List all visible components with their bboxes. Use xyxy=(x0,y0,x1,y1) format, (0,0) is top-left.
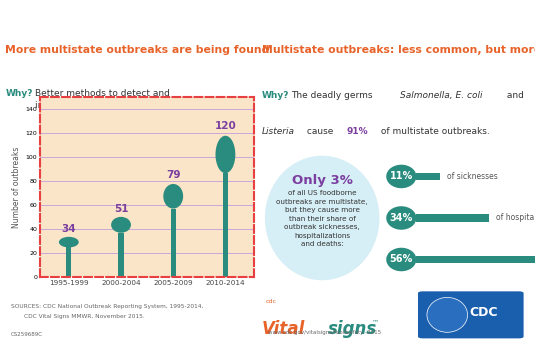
Text: cdc: cdc xyxy=(265,299,276,304)
Ellipse shape xyxy=(386,248,416,271)
FancyBboxPatch shape xyxy=(171,209,176,277)
Text: of multistate outbreaks.: of multistate outbreaks. xyxy=(378,127,490,136)
FancyBboxPatch shape xyxy=(416,173,440,180)
Text: Only 3%: Only 3% xyxy=(292,174,353,187)
Text: The deadly germs: The deadly germs xyxy=(291,91,375,100)
Text: CS259689C: CS259689C xyxy=(11,332,43,337)
FancyBboxPatch shape xyxy=(118,233,124,277)
Text: 34%: 34% xyxy=(389,213,413,223)
Text: signs: signs xyxy=(328,320,377,338)
Text: Listeria: Listeria xyxy=(262,127,295,136)
Text: of all US foodborne
outbreaks are multistate,
but they cause more
than their sha: of all US foodborne outbreaks are multis… xyxy=(277,190,368,247)
Text: 56%: 56% xyxy=(389,255,413,264)
Text: CDC: CDC xyxy=(469,306,498,319)
Y-axis label: Number of outbreaks: Number of outbreaks xyxy=(12,146,21,228)
Text: 120: 120 xyxy=(215,121,236,131)
Text: Why?: Why? xyxy=(262,91,289,100)
Text: 51: 51 xyxy=(114,204,128,214)
Text: Salmonella, E. coli: Salmonella, E. coli xyxy=(400,91,483,100)
Text: 79: 79 xyxy=(166,170,180,180)
Text: and: and xyxy=(503,91,523,100)
Text: 11%: 11% xyxy=(389,172,413,181)
Text: Why?: Why? xyxy=(5,89,33,98)
Ellipse shape xyxy=(386,165,416,188)
Text: of sicknesses: of sicknesses xyxy=(447,172,498,181)
Ellipse shape xyxy=(265,156,379,280)
Text: More multistate outbreaks are being found: More multistate outbreaks are being foun… xyxy=(5,45,270,55)
Ellipse shape xyxy=(111,217,131,233)
Text: 91%: 91% xyxy=(347,127,369,136)
FancyBboxPatch shape xyxy=(223,173,228,277)
Text: Better methods to detect and
investigate, and wider food distribution.: Better methods to detect and investigate… xyxy=(35,89,217,110)
Text: CDC Vital Signs MMWR, November 2015.: CDC Vital Signs MMWR, November 2015. xyxy=(24,313,145,319)
Text: www.cdc.gov/vitalsigns/foodsafety -2015: www.cdc.gov/vitalsigns/foodsafety -2015 xyxy=(268,330,381,335)
Ellipse shape xyxy=(216,136,235,173)
Polygon shape xyxy=(0,266,535,302)
Ellipse shape xyxy=(163,184,183,209)
Ellipse shape xyxy=(386,206,416,230)
FancyBboxPatch shape xyxy=(417,291,524,339)
Text: 34: 34 xyxy=(62,224,76,234)
Ellipse shape xyxy=(427,298,468,332)
FancyBboxPatch shape xyxy=(66,247,72,277)
FancyBboxPatch shape xyxy=(416,214,490,222)
FancyBboxPatch shape xyxy=(416,256,535,263)
Text: ™: ™ xyxy=(371,319,378,325)
Text: Multistate outbreaks: less common, but more serious: Multistate outbreaks: less common, but m… xyxy=(262,45,535,55)
Text: of hospitalizations: of hospitalizations xyxy=(496,213,535,222)
Text: Vital: Vital xyxy=(262,320,305,338)
Ellipse shape xyxy=(59,237,79,247)
Text: cause: cause xyxy=(304,127,337,136)
Text: Government and food industries need to work together to make food safer.: Government and food industries need to w… xyxy=(0,15,535,28)
Text: SOURCES: CDC National Outbreak Reporting System, 1995-2014,: SOURCES: CDC National Outbreak Reporting… xyxy=(11,304,203,309)
